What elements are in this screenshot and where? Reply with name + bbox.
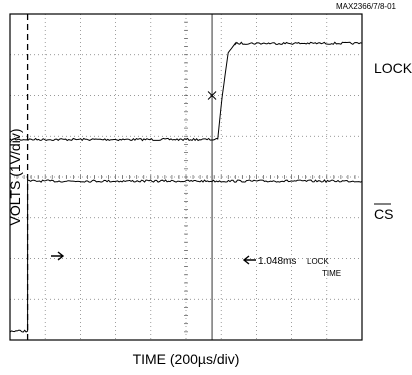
annotation-lock-label: LOCK	[307, 257, 329, 266]
annotation-time-label: TIME	[322, 269, 341, 278]
annotation-time-value: 1.048ms	[258, 256, 296, 267]
series-label-lock: LOCK	[374, 60, 412, 76]
figure-id: MAX2366/7/8-01	[336, 2, 397, 11]
trace-lock	[9, 41, 363, 142]
annotation-arrow	[242, 255, 256, 265]
x-axis-label: TIME (200µs/div)	[133, 351, 240, 367]
plot-frame	[9, 13, 363, 341]
y-axis-label: VOLTS (1V/div)	[7, 129, 23, 226]
trace-cs	[9, 179, 363, 333]
traces	[9, 41, 363, 333]
series-label-cs: CS	[374, 206, 393, 222]
grid	[9, 13, 363, 341]
cursor-marker-arrow	[51, 251, 65, 261]
lock-crossing-marker	[207, 91, 217, 100]
